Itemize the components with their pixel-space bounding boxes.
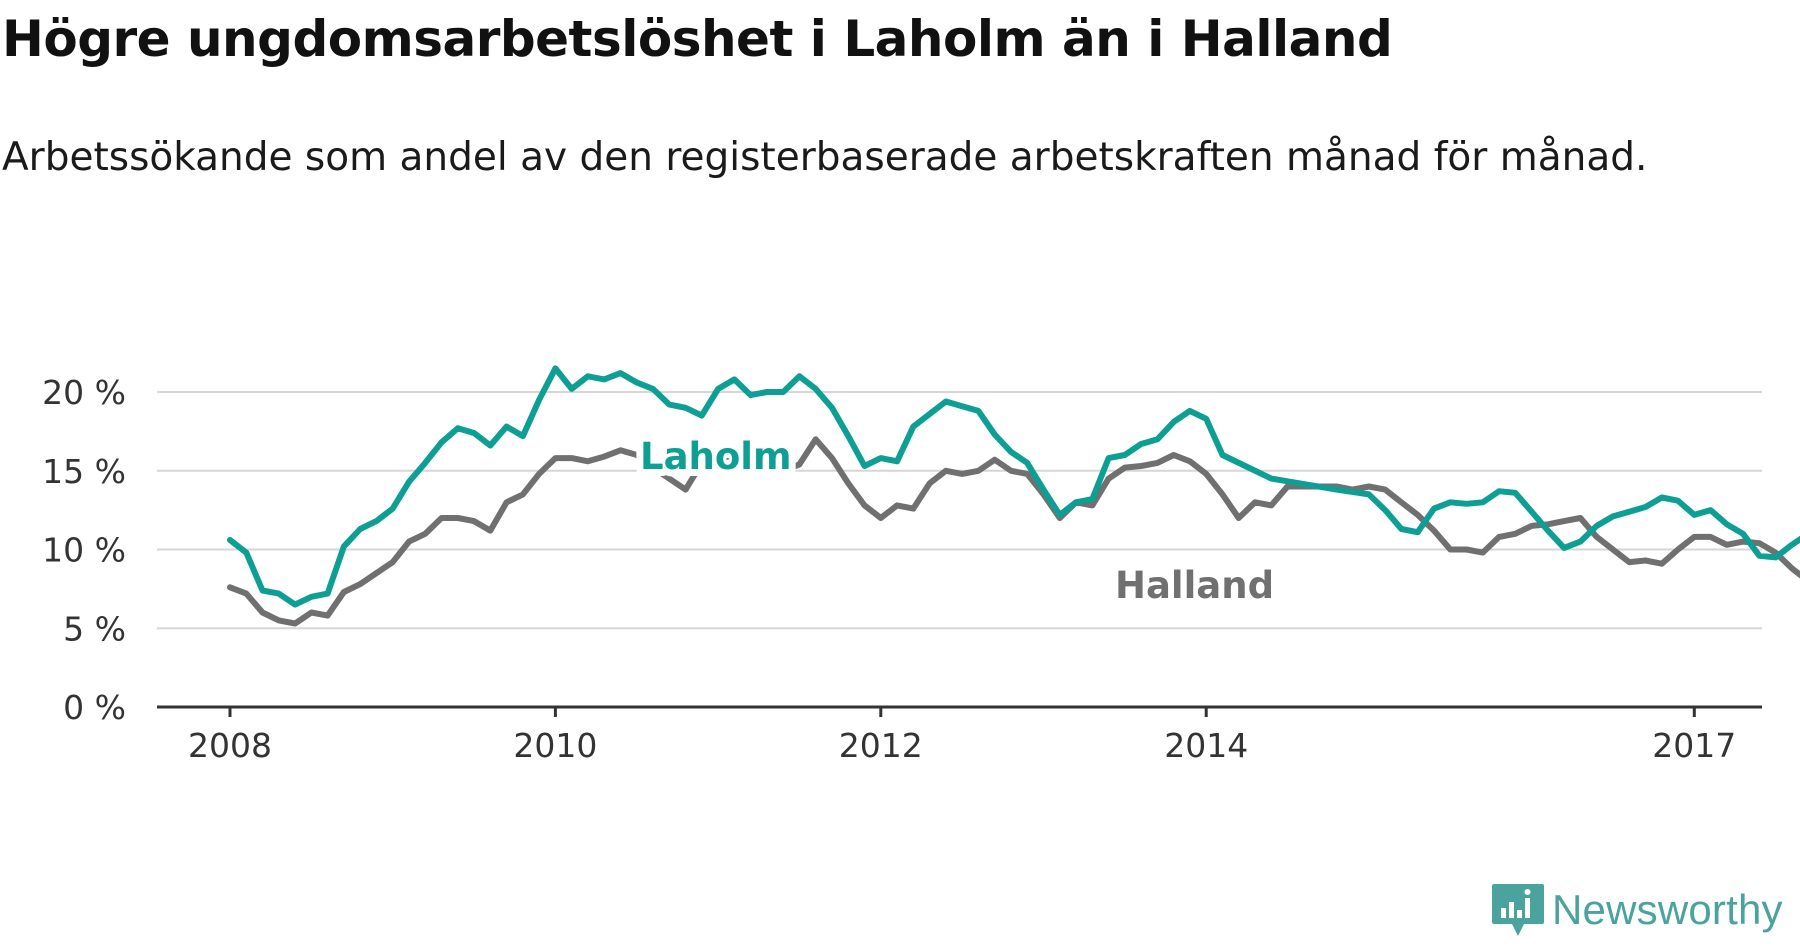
chart-title: Högre ungdomsarbetslöshet i Laholm än i … — [2, 10, 1393, 68]
series-line-laholm — [227, 365, 1800, 608]
y-tick-label: 15 % — [42, 452, 126, 491]
y-tick-label: 20 % — [42, 373, 126, 412]
series-label-halland-halo: Halland — [1115, 564, 1274, 607]
y-tick-label: 0 % — [63, 688, 126, 727]
x-tick-label: 2012 — [839, 726, 923, 765]
x-tick-label: 2017 — [1652, 726, 1736, 765]
chart-subtitle: Arbetssökande som andel av den registerb… — [2, 135, 1648, 180]
series-line-halland — [227, 436, 1800, 627]
y-axis-ticks: 0 % 5 % 10 % 15 % 20 % — [42, 373, 126, 727]
x-tick-label: 2010 — [513, 726, 597, 765]
x-tick-label: 2008 — [188, 726, 272, 765]
x-axis-ticks: 200820102012201420172019202120232025 — [157, 705, 1762, 765]
y-tick-label: 10 % — [42, 531, 126, 570]
newsworthy-logo-text: Newsworthy — [1552, 886, 1783, 933]
series-label-laholm: Laholm — [640, 435, 792, 478]
gridlines — [157, 391, 1762, 630]
y-tick-label: 5 % — [63, 609, 126, 648]
newsworthy-logo-icon — [1492, 884, 1544, 936]
series-label-halland: Halland — [1115, 564, 1274, 607]
series-label-laholm-halo: Laholm — [640, 435, 792, 478]
series-layer — [227, 365, 1800, 627]
newsworthy-logo: Newsworthy — [1490, 882, 1783, 938]
series-labels: LaholmLaholmHallandHalland7,8 %7,8 %6,1 … — [633, 428, 1281, 614]
x-tick-label: 2014 — [1164, 726, 1248, 765]
